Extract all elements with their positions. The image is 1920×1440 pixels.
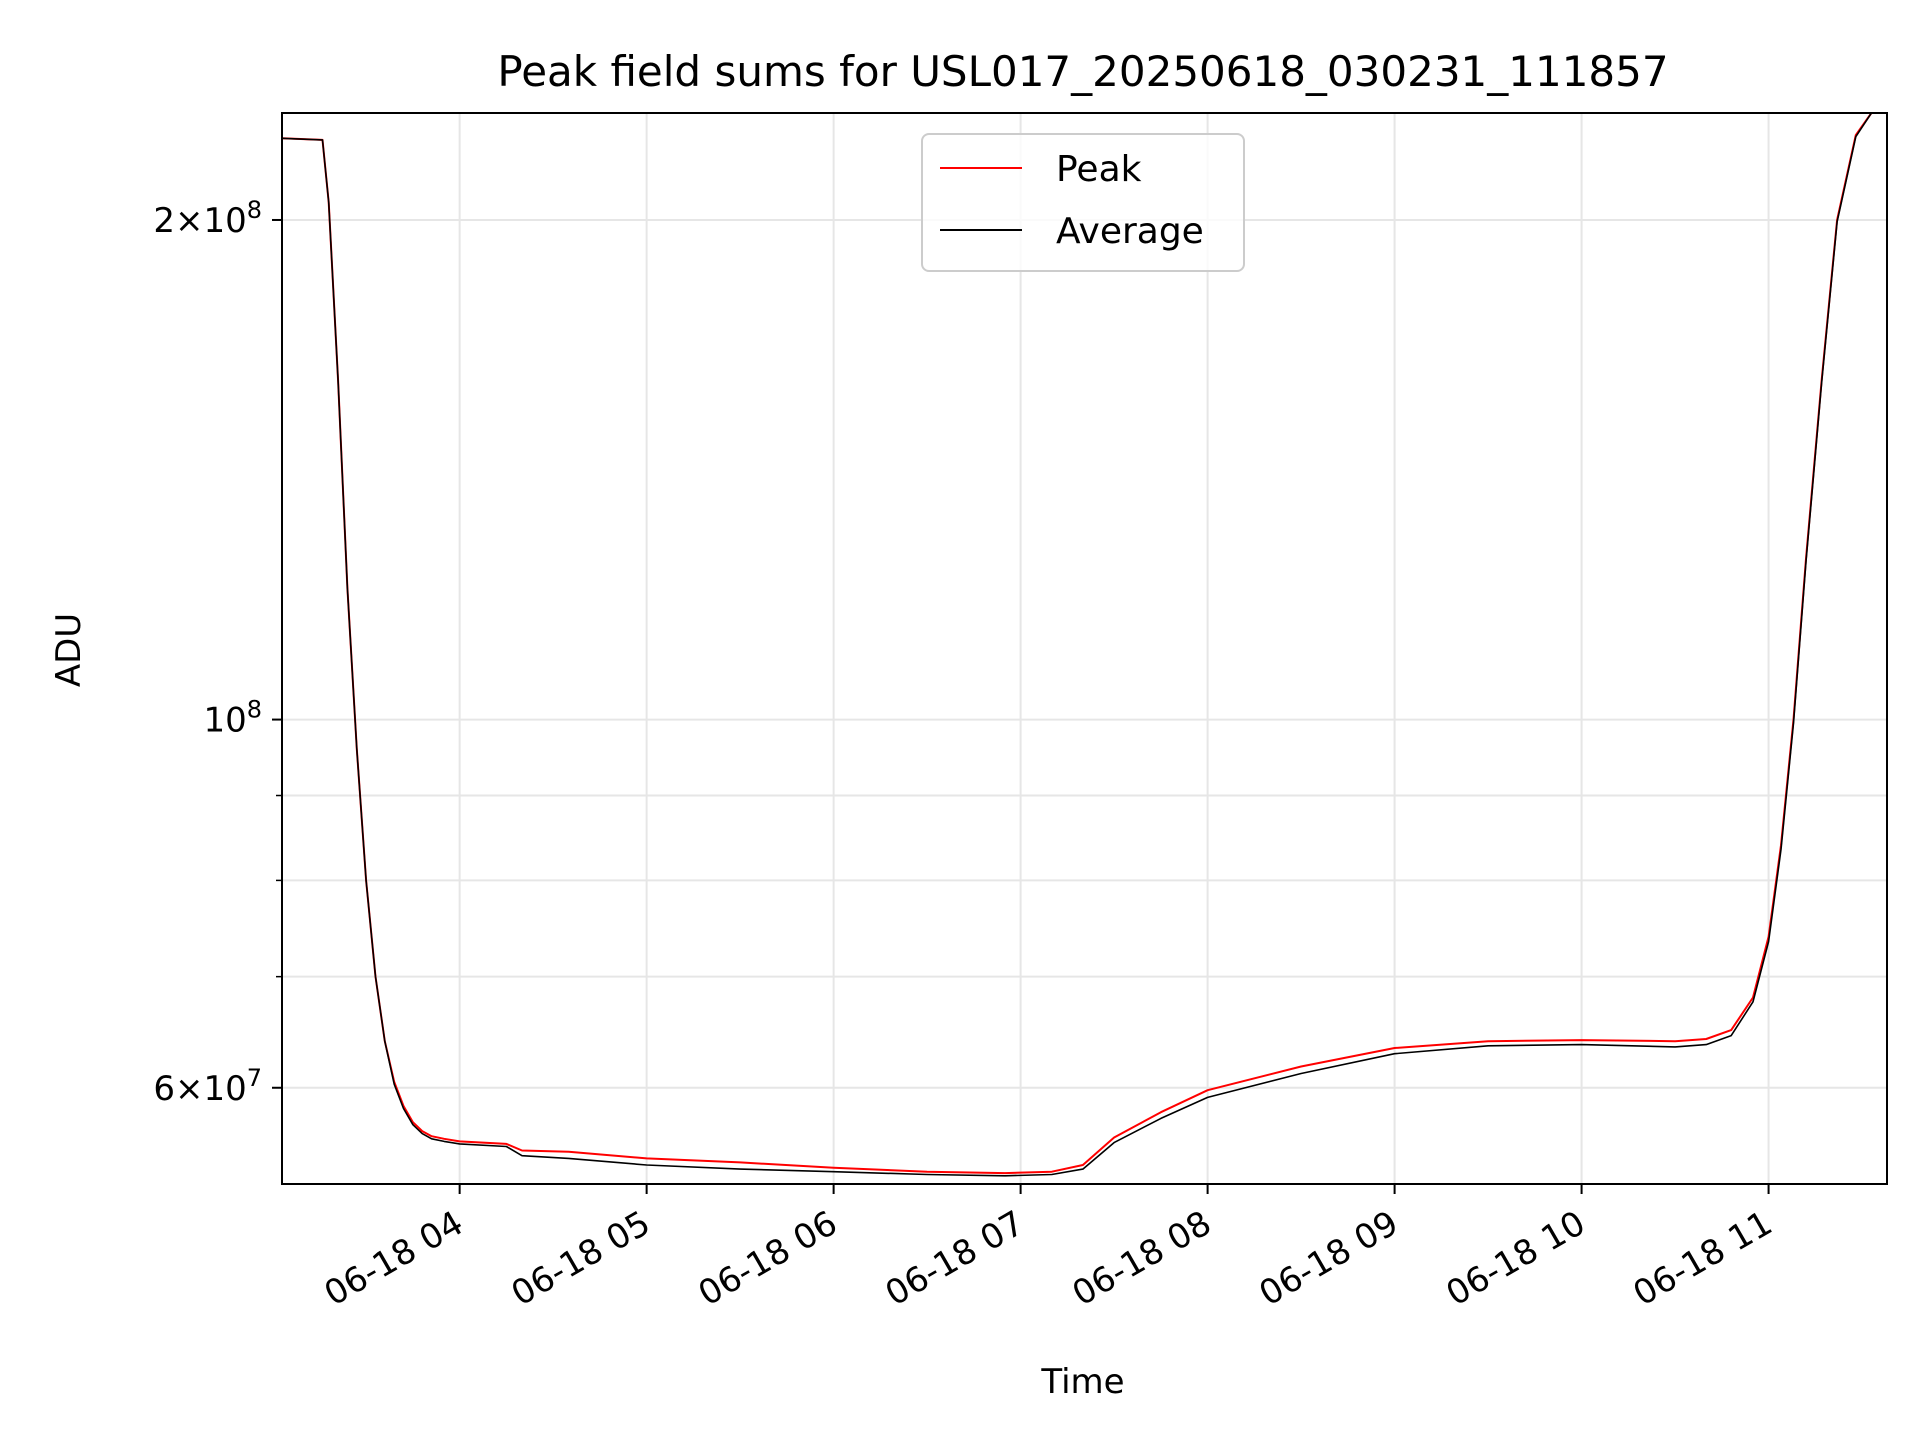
y-tick-mantissa: 6 [153, 1069, 175, 1109]
legend-label-peak: Peak [1056, 149, 1142, 190]
grid-lines [282, 113, 1887, 1184]
y-tick-mantissa: 2 [153, 201, 175, 241]
y-tick-exponent: 8 [247, 696, 262, 724]
x-axis-title: Time [1040, 1362, 1124, 1402]
y-axis-title: ADU [49, 613, 89, 687]
y-tick-exponent: 7 [247, 1064, 262, 1092]
legend-label-average: Average [1056, 211, 1204, 252]
series-lines [282, 113, 1873, 1177]
y-tick-label: 6×107 [153, 1064, 262, 1109]
chart-title: Peak field sums for USL017_20250618_0302… [497, 47, 1668, 96]
y-tick-exponent: 8 [247, 196, 262, 224]
plot-frame [281, 112, 1888, 1185]
y-tick-label: 108 [203, 696, 262, 741]
y-tick-times: ×10 [175, 1069, 247, 1109]
series-line-average [282, 113, 1873, 1177]
y-tick-label: 2×108 [153, 196, 262, 241]
y-tick-times: ×10 [175, 201, 247, 241]
y-tick-base: 10 [203, 701, 246, 741]
legend: Peak Average [921, 133, 1245, 272]
